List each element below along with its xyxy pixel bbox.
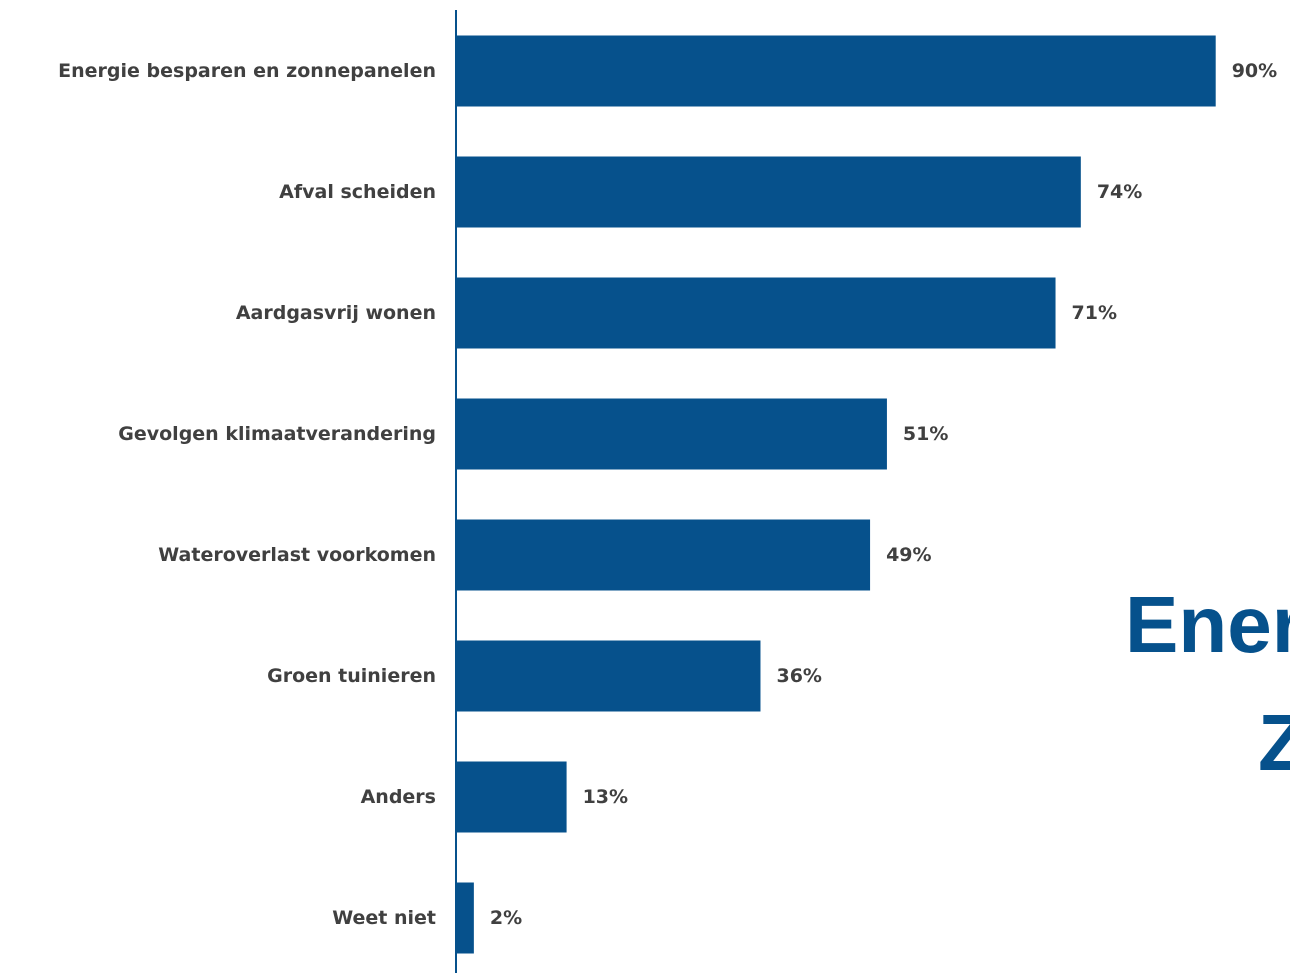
bar-gevolgen-klimaatverandering <box>457 398 887 470</box>
value-label-weet-niet: 2% <box>490 907 522 929</box>
value-label-wateroverlast-voorkomen: 49% <box>886 544 931 566</box>
value-label-groen-tuinieren: 36% <box>776 665 821 687</box>
category-label-anders: Anders <box>361 786 436 808</box>
overlay-heading: Ener Z <box>1125 580 1290 787</box>
category-label-gevolgen-klimaatverandering: Gevolgen klimaatverandering <box>118 423 436 445</box>
bar-groen-tuinieren <box>457 640 761 712</box>
value-label-anders: 13% <box>583 786 628 808</box>
overlay-text-line1: Ener <box>1125 580 1290 669</box>
category-label-afval-scheiden: Afval scheiden <box>279 181 436 203</box>
value-label-gevolgen-klimaatverandering: 51% <box>903 423 948 445</box>
value-label-aardgasvrij-wonen: 71% <box>1072 302 1117 324</box>
category-label-aardgasvrij-wonen: Aardgasvrij wonen <box>236 302 436 324</box>
category-label-groen-tuinieren: Groen tuinieren <box>267 665 436 687</box>
category-label-weet-niet: Weet niet <box>332 907 436 929</box>
value-label-afval-scheiden: 74% <box>1097 181 1142 203</box>
bar-energie-besparen-en-zonnepanelen <box>457 35 1216 107</box>
value-labels: 90% 74% 71% 51% 49% 36% 13% 2% <box>490 60 1277 929</box>
overlay-text-line2: Z <box>1258 698 1290 787</box>
bar-anders <box>457 761 567 833</box>
category-label-energie-besparen-en-zonnepanelen: Energie besparen en zonnepanelen <box>58 60 436 82</box>
bars-layer <box>457 35 1216 954</box>
bar-afval-scheiden <box>457 156 1081 228</box>
value-label-energie-besparen-en-zonnepanelen: 90% <box>1232 60 1277 82</box>
bar-wateroverlast-voorkomen <box>457 519 871 591</box>
bar-weet-niet <box>457 882 474 954</box>
category-label-wateroverlast-voorkomen: Wateroverlast voorkomen <box>158 544 436 566</box>
category-labels: Energie besparen en zonnepanelen Afval sc… <box>58 60 436 929</box>
bar-aardgasvrij-wonen <box>457 277 1056 349</box>
